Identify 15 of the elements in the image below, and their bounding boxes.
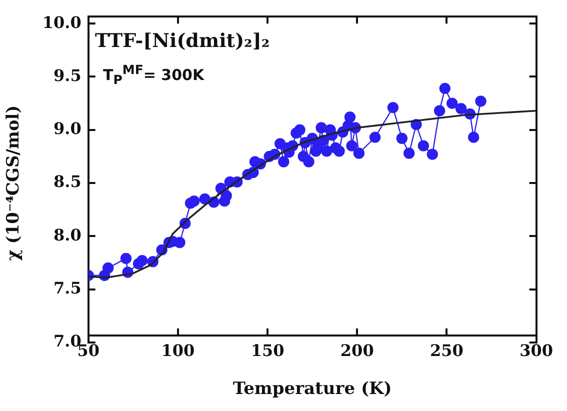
x-tick-label: 300 (520, 341, 554, 360)
y-axis-title: χ (10⁻⁴CGS/mol) (4, 105, 24, 261)
y-tick-label: 9.0 (54, 119, 82, 138)
annotation: T$_{P}$$^{MF}$= 300K (103, 62, 204, 87)
y-tick-label: 8.5 (54, 172, 82, 192)
y-tick-label: 10.0 (42, 12, 82, 32)
x-axis-title: Temperature (K) (232, 379, 392, 400)
x-tick-label: 100 (161, 341, 195, 360)
annotation: TTF-[Ni(dmit)₂]₂ (95, 30, 270, 52)
y-tick-label: 7.5 (54, 278, 82, 298)
x-tick-label: 250 (430, 341, 464, 360)
y-tick-label: 8.0 (54, 225, 82, 244)
y-tick-label: 9.5 (54, 66, 82, 85)
x-tick-label: 200 (340, 341, 374, 360)
x-tick-label: 150 (250, 341, 284, 360)
